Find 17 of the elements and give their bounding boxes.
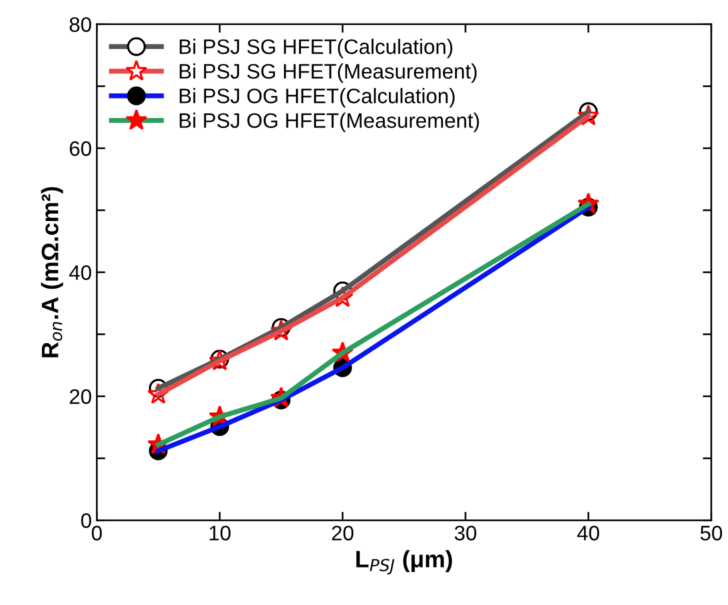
legend-label: Bi PSJ SG HFET(Measurement) xyxy=(180,63,477,83)
y-tick-label: 40 xyxy=(69,265,92,280)
legend-label: Bi PSJ OG HFET(Calculation) xyxy=(180,88,455,108)
legend-label: Bi PSJ OG HFET(Measurement) xyxy=(180,112,479,132)
y-tick-label: 0 xyxy=(81,513,92,528)
x-tick-label: 20 xyxy=(332,526,354,540)
y-tick-label: 60 xyxy=(70,141,92,156)
y-axis-title: R$_{on}$.A (mΩ.cm²) xyxy=(41,187,64,358)
x-tick-label: 50 xyxy=(700,526,722,540)
legend-label: Bi PSJ SG HFET(Calculation) xyxy=(180,38,452,58)
y-tick-label: 20 xyxy=(70,389,92,404)
x-tick-label: 10 xyxy=(210,526,230,540)
y-tick-label: 80 xyxy=(70,17,92,32)
x-tick-label: 0 xyxy=(92,526,102,540)
x-axis-title: L$_{PSJ}$ (μm) xyxy=(356,550,452,574)
x-tick-label: 30 xyxy=(454,526,476,540)
x-tick-label: 40 xyxy=(577,526,600,540)
